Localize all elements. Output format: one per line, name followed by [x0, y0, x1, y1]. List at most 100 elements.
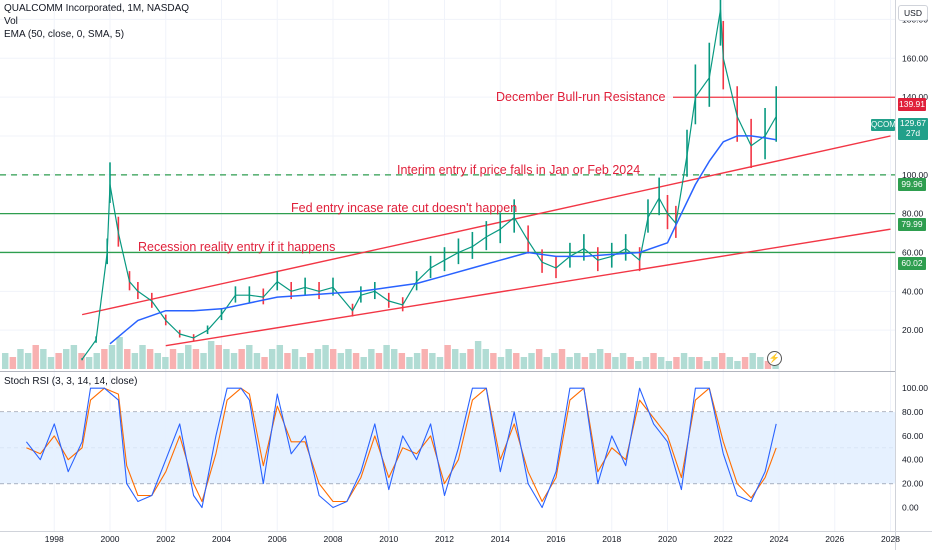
x-tick-label: 2004: [212, 534, 231, 544]
volume-legend[interactable]: Vol: [4, 16, 18, 27]
volume-bar: [177, 353, 184, 369]
y-tick-label: 40.00: [902, 286, 924, 296]
volume-bar: [429, 353, 436, 369]
volume-bar: [101, 349, 108, 369]
x-tick-label: 2002: [156, 534, 176, 544]
volume-bar: [337, 353, 345, 369]
volume-bar: [543, 357, 550, 369]
annotation-recession-entry: Recession reality entry if it happens: [138, 240, 336, 254]
volume-bar: [642, 357, 650, 369]
stoch-rsi-legend[interactable]: Stoch RSI (3, 3, 14, 14, close): [4, 376, 138, 387]
volume-bar: [375, 353, 383, 369]
y-tick-label: 100.00: [902, 170, 928, 180]
volume-bar: [467, 349, 474, 369]
volume-bar: [154, 353, 161, 369]
stoch-y-tick-label: 40.00: [902, 455, 924, 465]
volume-bar: [246, 345, 253, 369]
volume-bar: [162, 357, 169, 369]
ema-legend[interactable]: EMA (50, close, 0, SMA, 5): [4, 29, 125, 40]
volume-bar: [604, 353, 611, 369]
volume-bar: [47, 357, 55, 369]
volume-bar: [757, 357, 764, 369]
stoch-y-tick-label: 100.00: [902, 383, 928, 393]
currency-button[interactable]: USD: [898, 5, 928, 21]
volume-bar: [528, 353, 535, 369]
volume-bar: [711, 357, 718, 369]
volume-bar: [673, 357, 680, 369]
x-tick-label: 2012: [435, 534, 454, 544]
volume-bar: [635, 361, 642, 369]
volume-bar: [505, 349, 512, 369]
volume-bar: [169, 349, 177, 369]
volume-bar: [276, 345, 284, 369]
stoch-k-line: [25, 387, 777, 509]
volume-bar: [55, 353, 62, 369]
volume-bar: [200, 353, 207, 369]
x-tick-label: 2016: [546, 534, 566, 544]
volume-bar: [696, 357, 703, 369]
volume-bar: [474, 341, 482, 369]
y-tick-label: 20.00: [902, 325, 924, 335]
volume-bar: [63, 349, 70, 369]
stoch-y-tick-label: 60.00: [902, 431, 924, 441]
price-tag-resistance: 139.91: [898, 98, 926, 111]
annotation-resistance: December Bull-run Resistance: [496, 90, 666, 104]
volume-bar: [78, 353, 85, 369]
volume-bar: [9, 357, 17, 369]
volume-bar: [452, 349, 459, 369]
y-tick-label: 80.00: [902, 209, 924, 219]
ema-line: [109, 135, 777, 345]
volume-bar: [535, 349, 543, 369]
stoch-band: [0, 412, 895, 484]
x-tick-label: 2028: [881, 534, 900, 544]
volume-bar: [40, 349, 47, 369]
volume-bar: [581, 357, 589, 369]
volume-bar: [459, 353, 467, 369]
stoch-y-tick-label: 20.00: [902, 479, 924, 489]
y-tick-label: 160.00: [902, 53, 928, 63]
volume-bar: [749, 353, 756, 369]
volume-bar: [238, 349, 245, 369]
stoch-y-tick-label: 0.00: [902, 502, 919, 512]
volume-bar: [421, 349, 428, 369]
x-tick-label: 2018: [602, 534, 622, 544]
volume-bar: [482, 349, 489, 369]
volume-bar: [360, 357, 367, 369]
volume-bar: [291, 349, 299, 369]
volume-bar: [268, 349, 276, 369]
volume-bar: [619, 353, 627, 369]
bar-countdown: 27d 13h: [905, 128, 921, 148]
volume-bar: [131, 353, 139, 369]
volume-bar: [253, 353, 261, 369]
y-tick-label: 60.00: [902, 247, 924, 257]
volume-bar: [589, 353, 596, 369]
volume-bar: [574, 353, 581, 369]
volume-bar: [680, 353, 688, 369]
volume-bar: [490, 353, 497, 369]
volume-bar: [368, 349, 375, 369]
volume-bar: [17, 349, 24, 369]
volume-bar: [261, 357, 268, 369]
volume-bar: [596, 349, 604, 369]
x-tick-label: 2000: [100, 534, 120, 544]
volume-bar: [329, 349, 337, 369]
volume-bar: [207, 341, 215, 369]
stoch-y-tick-label: 80.00: [902, 407, 924, 417]
volume-bar: [124, 349, 131, 369]
volume-bar: [93, 353, 100, 369]
volume-bar: [116, 337, 123, 369]
volume-bar: [383, 345, 390, 369]
volume-bar: [32, 345, 39, 369]
volume-bar: [108, 345, 116, 369]
trend-channel-line: [165, 228, 891, 347]
volume-bar: [688, 357, 695, 369]
volume-bar: [215, 345, 222, 369]
volume-bar: [627, 357, 634, 369]
symbol-title[interactable]: QUALCOMM Incorporated, 1M, NASDAQ: [4, 3, 190, 14]
lightning-icon[interactable]: ⚡: [767, 351, 782, 366]
volume-bar: [413, 353, 421, 369]
volume-bar: [307, 353, 314, 369]
volume-bar: [444, 345, 451, 369]
volume-bar: [352, 353, 360, 369]
